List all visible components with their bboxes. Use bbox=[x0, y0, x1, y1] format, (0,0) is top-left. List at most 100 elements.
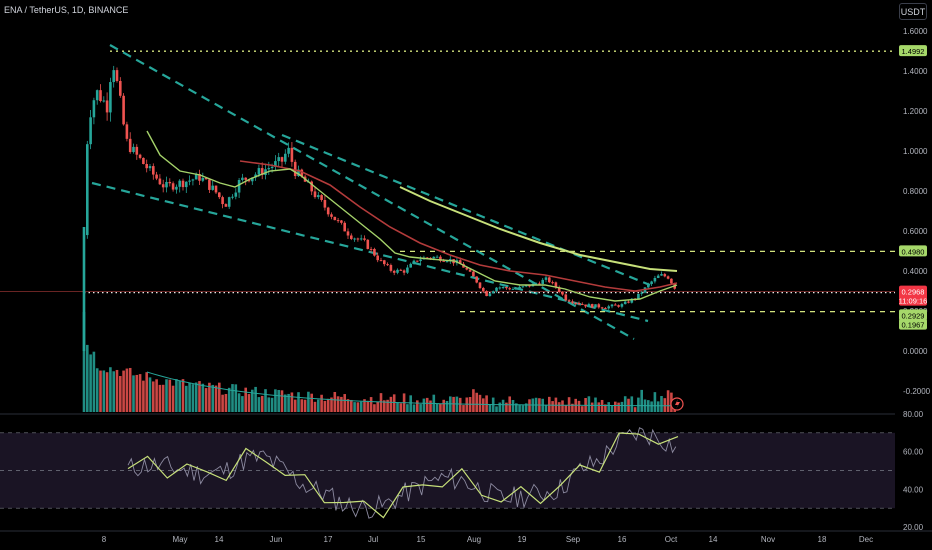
volume-bar bbox=[590, 402, 594, 412]
candle-body bbox=[373, 248, 376, 256]
candle-body bbox=[241, 177, 244, 181]
candle-body bbox=[505, 287, 508, 289]
volume-bar bbox=[518, 405, 521, 412]
candle-body bbox=[326, 207, 330, 215]
chart-symbol-title: ENA / TetherUS, 1D, BINANCE bbox=[4, 5, 129, 15]
candle-body bbox=[475, 276, 478, 283]
candle-body bbox=[270, 166, 274, 169]
volume-bar bbox=[637, 397, 640, 412]
volume-bar bbox=[82, 312, 86, 412]
candle-body bbox=[333, 216, 337, 221]
volume-bar bbox=[99, 370, 102, 412]
candle-body bbox=[105, 100, 109, 113]
volume-bar bbox=[201, 383, 205, 412]
candle-body bbox=[511, 288, 515, 290]
candle-body bbox=[386, 264, 389, 266]
volume-bar bbox=[251, 389, 254, 412]
candle-body bbox=[350, 235, 353, 239]
volume-bar bbox=[660, 396, 663, 412]
currency-button[interactable]: USDT bbox=[899, 3, 927, 20]
candle-body bbox=[211, 185, 214, 190]
time-tick-label: Sep bbox=[566, 535, 581, 544]
candle-body bbox=[600, 307, 604, 309]
candle-body bbox=[534, 283, 538, 285]
volume-bar bbox=[227, 387, 231, 412]
candle-body bbox=[128, 138, 132, 153]
rsi-ma-line bbox=[127, 432, 679, 519]
volume-bar bbox=[95, 368, 99, 412]
volume-bar bbox=[323, 400, 327, 412]
candle-body bbox=[660, 274, 663, 276]
candle-body bbox=[323, 199, 327, 208]
candle-body bbox=[290, 147, 294, 162]
volume-bar bbox=[475, 392, 478, 412]
volume-bar bbox=[376, 401, 379, 412]
volume-bar bbox=[142, 380, 145, 412]
volume-bar bbox=[524, 403, 528, 412]
volume-bar bbox=[409, 395, 412, 412]
candle-body bbox=[359, 238, 363, 240]
candle-body bbox=[610, 304, 614, 307]
volume-bar bbox=[630, 396, 634, 412]
volume-bar bbox=[557, 402, 561, 412]
volume-bar bbox=[198, 381, 201, 412]
volume-bar bbox=[86, 344, 89, 412]
rsi-line bbox=[127, 427, 677, 519]
candle-body bbox=[548, 277, 551, 283]
volume-bar bbox=[429, 400, 432, 412]
time-tick-label: Nov bbox=[761, 535, 775, 544]
volume-bar bbox=[237, 393, 241, 412]
volume-bar bbox=[330, 397, 333, 412]
candle-body bbox=[627, 301, 630, 303]
candle-body bbox=[439, 256, 442, 261]
volume-bar bbox=[303, 399, 307, 412]
volume-bar bbox=[521, 405, 525, 412]
volume-bar bbox=[264, 389, 267, 412]
candle-body bbox=[442, 260, 445, 262]
volume-bar bbox=[214, 385, 218, 412]
volume-bar bbox=[462, 405, 465, 412]
candle-body bbox=[416, 260, 419, 262]
time-tick-label: Aug bbox=[467, 535, 481, 544]
volume-bar bbox=[191, 384, 195, 412]
candle-body bbox=[320, 195, 323, 200]
candle-body bbox=[115, 70, 119, 81]
volume-bar bbox=[587, 396, 591, 412]
candle-body bbox=[135, 146, 139, 155]
rsi-tick-label: 20.00 bbox=[903, 523, 924, 532]
volume-bar bbox=[313, 401, 317, 412]
candle-body bbox=[577, 302, 581, 305]
volume-bar bbox=[287, 393, 290, 412]
candle-body bbox=[396, 269, 399, 273]
badge-support-1: 0.2929 bbox=[902, 311, 925, 320]
candle-body bbox=[637, 293, 640, 299]
candle-body bbox=[340, 220, 343, 223]
volume-bar bbox=[366, 400, 370, 412]
candle-body bbox=[670, 278, 673, 284]
volume-bar bbox=[610, 405, 614, 412]
volume-bar bbox=[485, 395, 488, 412]
volume-bar bbox=[551, 401, 554, 412]
volume-bar bbox=[317, 399, 320, 412]
volume-bar bbox=[386, 399, 389, 412]
candle-body bbox=[567, 300, 571, 302]
candle-body bbox=[406, 267, 409, 273]
volume-bar bbox=[544, 405, 548, 412]
volume-bar bbox=[379, 393, 383, 412]
volume-bar bbox=[307, 391, 310, 412]
candle-body bbox=[571, 301, 574, 303]
rsi-tick-label: 80.00 bbox=[903, 410, 924, 419]
candle-body bbox=[508, 288, 511, 290]
price-tick-label: 0.6000 bbox=[903, 227, 928, 236]
candle-body bbox=[336, 220, 340, 222]
volume-bar bbox=[482, 398, 485, 412]
candle-body bbox=[178, 180, 181, 187]
volume-bar bbox=[353, 402, 356, 412]
volume-bar bbox=[280, 390, 284, 412]
candle-body bbox=[188, 180, 191, 182]
volume-bar bbox=[204, 388, 208, 412]
badge-support-2-bg bbox=[899, 318, 927, 330]
time-tick-label: Jul bbox=[368, 535, 378, 544]
volume-bar bbox=[171, 385, 175, 412]
